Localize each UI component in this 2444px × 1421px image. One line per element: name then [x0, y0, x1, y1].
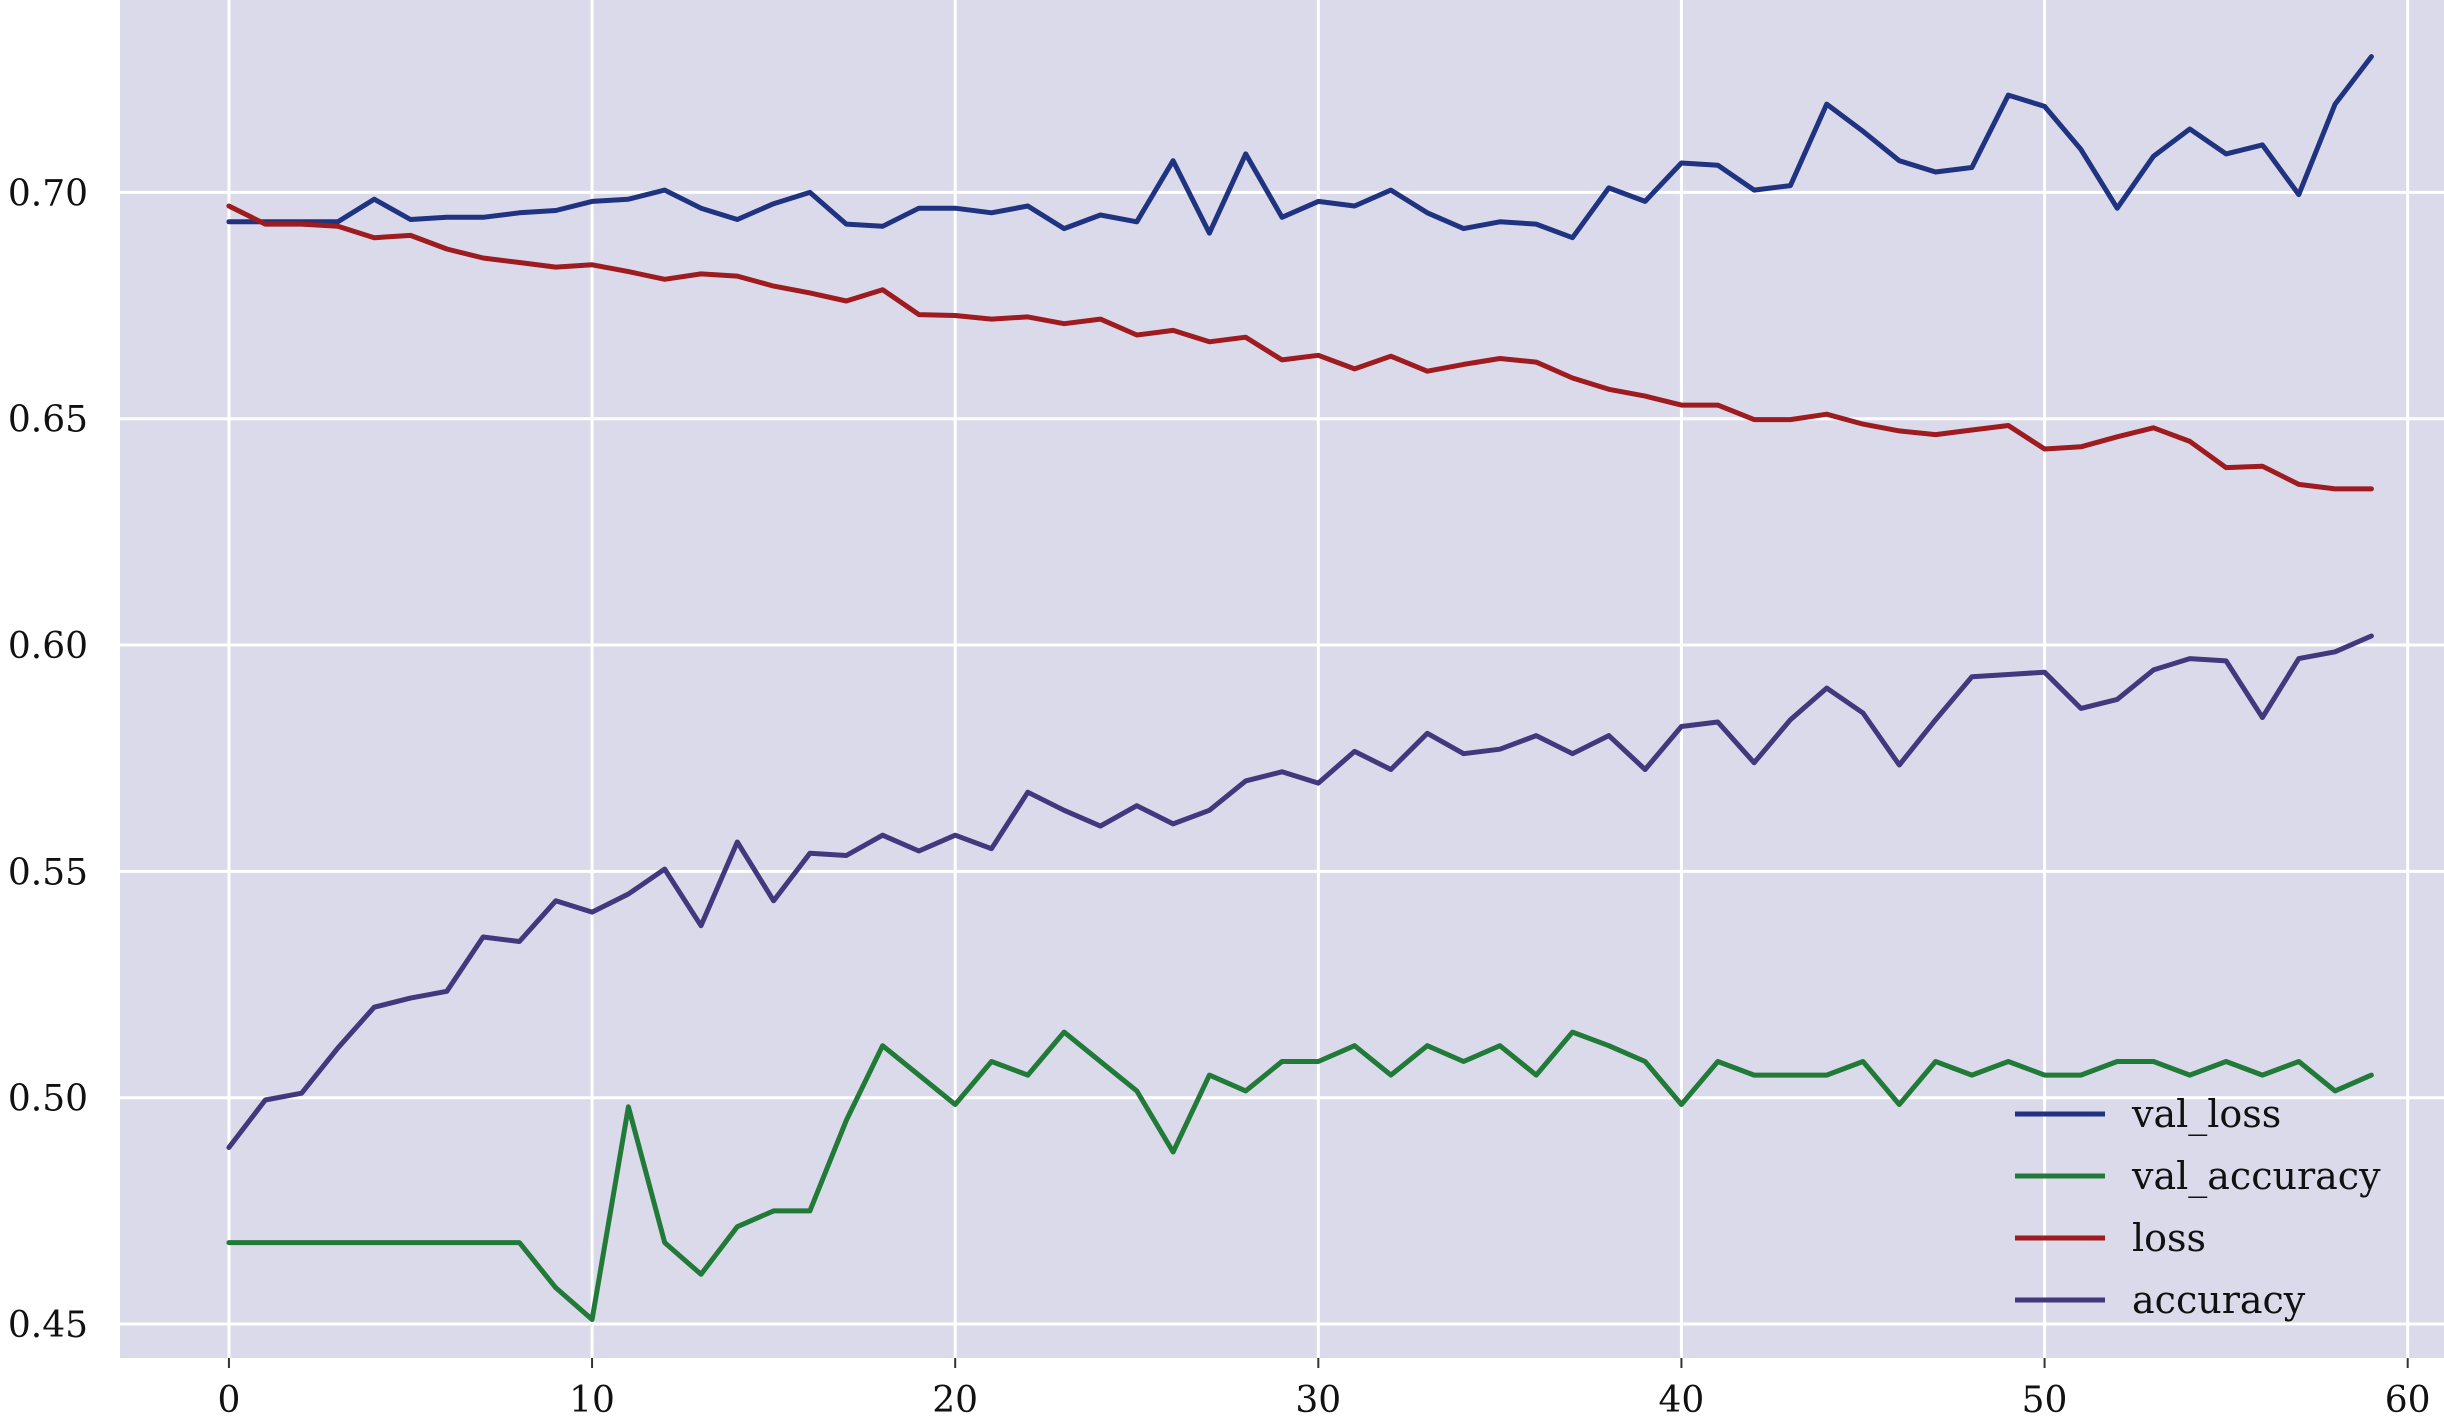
x-tick-label: 50: [2022, 1380, 2068, 1421]
x-tick-label: 0: [217, 1380, 240, 1421]
legend-label: loss: [2132, 1216, 2206, 1260]
x-tick-label: 60: [2385, 1380, 2431, 1421]
x-tick-label: 10: [569, 1380, 615, 1421]
legend-label: accuracy: [2132, 1278, 2306, 1322]
y-tick-label: 0.65: [8, 400, 88, 441]
y-axis: 0.45 0.50 0.55 0.60 0.65 0.70: [8, 173, 88, 1346]
series-line-accuracy: [226, 633, 2374, 1150]
plot-background: [120, 0, 2444, 1358]
series-line-val-loss: [226, 54, 2374, 241]
y-tick-label: 0.50: [8, 1079, 88, 1120]
x-tick-label: 30: [1295, 1380, 1341, 1421]
y-tick-label: 0.60: [8, 626, 88, 667]
series-line-loss: [226, 203, 2374, 492]
series-lines: [226, 54, 2374, 1322]
x-axis: 0 10 20 30 40 50 60: [217, 1358, 2431, 1421]
x-tick-label: 20: [932, 1380, 978, 1421]
x-tick-label: 40: [1659, 1380, 1705, 1421]
y-tick-label: 0.45: [8, 1305, 88, 1346]
legend-label: val_accuracy: [2131, 1154, 2381, 1199]
legend-label: val_loss: [2131, 1092, 2281, 1137]
y-tick-label: 0.55: [8, 852, 88, 893]
grid-lines: [120, 0, 2444, 1358]
series-line-val-accuracy: [226, 1029, 2374, 1322]
y-tick-label: 0.70: [8, 173, 88, 214]
